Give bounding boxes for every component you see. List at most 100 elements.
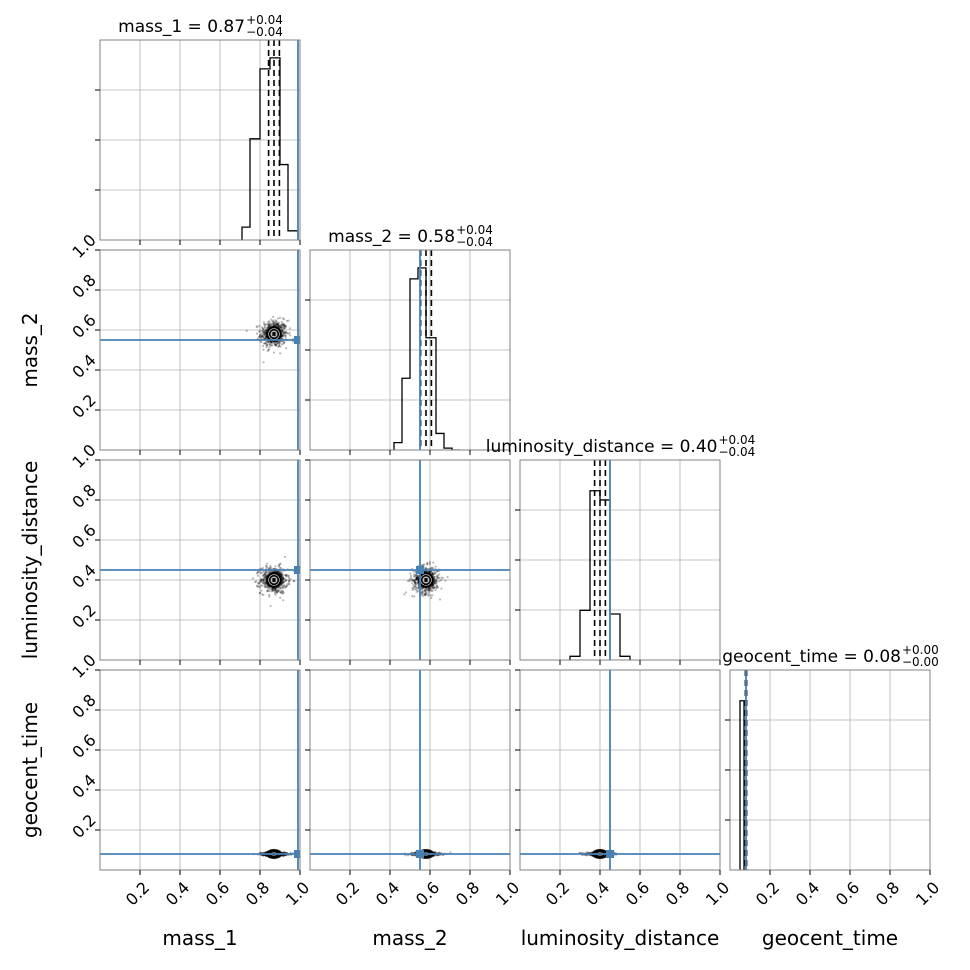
sample-point <box>274 592 277 595</box>
x-axis-label-luminosity_distance: luminosity_distance <box>521 926 720 950</box>
sample-point <box>424 594 427 597</box>
sample-point <box>256 574 260 577</box>
sample-point <box>281 582 284 585</box>
x-tick-label: 0.8 <box>242 878 273 909</box>
sample-point <box>279 325 282 329</box>
sample-point <box>264 564 268 568</box>
sample-point <box>278 341 281 344</box>
sample-point <box>274 319 277 322</box>
sample-point <box>265 323 269 326</box>
sample-point <box>282 317 285 320</box>
sample-point <box>279 326 283 329</box>
sample-point <box>277 586 280 589</box>
sample-point <box>254 580 257 584</box>
sample-point <box>267 322 270 326</box>
sample-point <box>279 567 282 570</box>
sample-point <box>281 325 284 329</box>
sample-point <box>283 326 286 329</box>
sample-point <box>264 342 267 345</box>
sample-point <box>267 320 270 323</box>
title-error-plus: +0.04 <box>456 223 493 237</box>
sample-point <box>412 579 415 582</box>
sample-point <box>277 344 281 347</box>
sample-point <box>424 587 428 590</box>
sample-point <box>283 323 286 326</box>
x-tick-label: 0.2 <box>542 878 573 909</box>
sample-point <box>262 578 265 581</box>
sample-point <box>285 319 289 322</box>
sample-point <box>263 581 267 584</box>
sample-point <box>282 579 285 583</box>
sample-point <box>281 581 284 584</box>
sample-point <box>262 570 265 574</box>
sample-point <box>430 596 433 600</box>
y-tick-label: 0.4 <box>68 560 99 591</box>
sample-point <box>281 323 285 327</box>
sample-point <box>431 572 434 575</box>
sample-point <box>278 563 281 566</box>
sample-point <box>274 320 277 323</box>
sample-point <box>277 324 280 327</box>
sample-point <box>263 582 266 585</box>
sample-point <box>409 574 413 577</box>
sample-point <box>267 341 270 344</box>
sample-point <box>266 349 269 353</box>
sample-point <box>427 591 430 594</box>
sample-point <box>430 585 434 588</box>
sample-point <box>412 584 415 587</box>
sample-point <box>273 590 277 593</box>
sample-point <box>420 587 423 591</box>
sample-point <box>270 318 273 321</box>
scatter-panel-mass_1-vs-geocent_time: 0.2 0.4 0.6 0.8 1.0 0.2 0.4 0.6 0.8 1.0 <box>68 650 313 909</box>
sample-point <box>431 572 434 575</box>
sample-point <box>270 588 274 591</box>
sample-point <box>289 578 292 581</box>
x-axis-label-mass_1: mass_1 <box>162 926 237 950</box>
sample-point <box>281 854 284 858</box>
truth-marker <box>416 850 424 858</box>
sample-point <box>285 584 288 587</box>
title-text: mass_1 = 0.87 <box>118 17 245 37</box>
sample-point <box>277 565 280 568</box>
sample-point <box>408 580 411 583</box>
sample-point <box>282 599 285 602</box>
sample-point <box>411 594 414 598</box>
sample-point <box>263 330 266 333</box>
sample-point <box>431 566 434 569</box>
sample-point <box>421 590 425 594</box>
sample-point <box>258 581 261 585</box>
sample-point <box>282 585 285 588</box>
sample-point <box>261 574 265 577</box>
sample-point <box>415 588 418 591</box>
sample-point <box>279 572 283 575</box>
sample-point <box>258 336 261 339</box>
sample-point <box>269 566 272 569</box>
scatter-panel-mass_1-vs-mass_2: 0.2 0.4 0.6 0.8 1.0 <box>68 230 301 455</box>
sample-point <box>283 327 286 330</box>
sample-point <box>280 328 284 331</box>
sample-point <box>286 574 289 577</box>
sample-point <box>437 577 440 580</box>
sample-point <box>262 576 266 579</box>
sample-point <box>278 340 281 344</box>
panel-frame <box>519 669 721 871</box>
sample-point <box>431 573 434 576</box>
sample-point <box>287 579 291 582</box>
sample-point <box>283 324 287 327</box>
sample-point <box>268 322 271 325</box>
sample-point <box>431 567 435 570</box>
sample-point <box>276 342 279 345</box>
sample-point <box>428 589 431 592</box>
sample-point <box>430 566 433 569</box>
sample-point <box>432 585 435 588</box>
sample-point <box>271 344 274 347</box>
sample-point <box>275 590 278 593</box>
sample-point <box>268 590 271 593</box>
sample-point <box>281 322 285 325</box>
sample-point <box>436 586 440 589</box>
sample-point <box>257 582 260 585</box>
sample-point <box>283 578 287 581</box>
sample-point <box>279 587 283 590</box>
sample-point <box>271 589 274 592</box>
sample-point <box>431 571 434 574</box>
